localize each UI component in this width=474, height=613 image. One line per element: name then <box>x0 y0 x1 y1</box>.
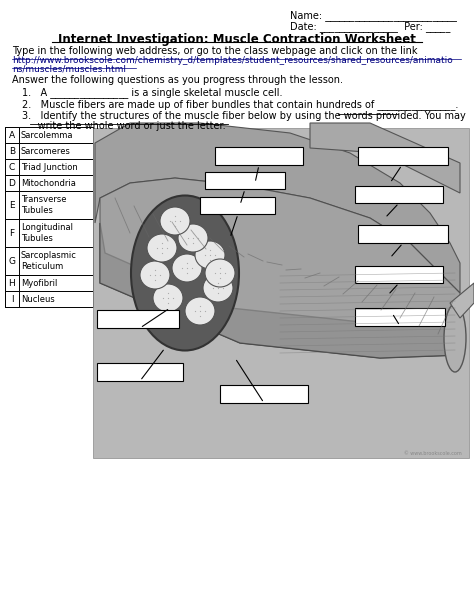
Text: E: E <box>9 200 15 210</box>
Bar <box>355 266 443 283</box>
Text: Myofibril: Myofibril <box>21 278 57 287</box>
Text: 1.   A ________________ is a single skeletal muscle cell.: 1. A ________________ is a single skelet… <box>22 87 283 98</box>
Ellipse shape <box>131 196 239 351</box>
Polygon shape <box>100 178 460 358</box>
Text: © www.brookscole.com: © www.brookscole.com <box>404 451 462 456</box>
Text: Transverse
Tubules: Transverse Tubules <box>21 195 66 215</box>
Text: I: I <box>11 294 13 303</box>
Ellipse shape <box>444 304 466 372</box>
Bar <box>5 247 93 275</box>
Bar <box>215 147 303 165</box>
Bar <box>97 310 179 328</box>
Text: 3.   Identify the structures of the muscle fiber below by using the words provid: 3. Identify the structures of the muscle… <box>22 111 466 121</box>
Text: write the whole word or just the letter.: write the whole word or just the letter. <box>22 121 226 131</box>
Text: Internet Investigation: Muscle Contraction Worksheet: Internet Investigation: Muscle Contracti… <box>58 33 416 46</box>
Bar <box>5 275 19 291</box>
Bar <box>5 291 93 307</box>
Bar <box>5 159 93 175</box>
Ellipse shape <box>205 259 235 287</box>
Bar <box>5 219 19 247</box>
Ellipse shape <box>185 297 215 325</box>
Text: C: C <box>9 162 15 172</box>
Text: D: D <box>9 178 16 188</box>
Text: Name: ___________________________: Name: ___________________________ <box>290 10 457 21</box>
Text: Sarcoplasmic
Reticulum: Sarcoplasmic Reticulum <box>21 251 77 271</box>
Ellipse shape <box>147 234 177 262</box>
Text: Date: ________________  Per: _____: Date: ________________ Per: _____ <box>290 21 450 32</box>
Bar <box>5 175 19 191</box>
Bar <box>5 127 93 143</box>
Bar <box>355 186 443 203</box>
Text: B: B <box>9 147 15 156</box>
Text: A: A <box>9 131 15 140</box>
Bar <box>5 159 19 175</box>
Text: http://www.brookscole.com/chemistry_d/templates/student_resources/shared_resourc: http://www.brookscole.com/chemistry_d/te… <box>12 56 453 65</box>
Text: 2.   Muscle fibers are made up of fiber bundles that contain hundreds of _______: 2. Muscle fibers are made up of fiber bu… <box>22 99 458 110</box>
Text: Longitudinal
Tubules: Longitudinal Tubules <box>21 223 73 243</box>
Polygon shape <box>95 123 460 293</box>
Bar <box>5 127 19 143</box>
Bar <box>5 191 93 219</box>
Bar <box>220 385 308 403</box>
Ellipse shape <box>160 207 190 235</box>
Bar <box>358 147 448 165</box>
Text: ns/muscles/muscles.html: ns/muscles/muscles.html <box>12 65 126 74</box>
Text: Triad Junction: Triad Junction <box>21 162 78 172</box>
Bar <box>97 363 183 381</box>
Ellipse shape <box>178 224 208 252</box>
Polygon shape <box>100 223 460 358</box>
Bar <box>358 225 448 243</box>
Polygon shape <box>310 123 460 193</box>
Bar <box>93 128 469 458</box>
Text: G: G <box>9 256 16 265</box>
Ellipse shape <box>195 241 225 269</box>
Ellipse shape <box>203 274 233 302</box>
Text: Sarcomeres: Sarcomeres <box>21 147 71 156</box>
Bar <box>5 291 19 307</box>
Bar <box>200 197 275 214</box>
Polygon shape <box>450 283 474 318</box>
Bar <box>5 143 93 159</box>
Ellipse shape <box>153 284 183 312</box>
Ellipse shape <box>140 261 170 289</box>
Bar <box>5 175 93 191</box>
Bar <box>5 275 93 291</box>
Bar <box>355 308 445 326</box>
Text: Sarcolemma: Sarcolemma <box>21 131 73 140</box>
Text: H: H <box>9 278 15 287</box>
Bar <box>5 219 93 247</box>
Ellipse shape <box>172 254 202 282</box>
Text: Answer the following questions as you progress through the lesson.: Answer the following questions as you pr… <box>12 75 343 85</box>
Bar <box>205 172 285 189</box>
Text: Nucleus: Nucleus <box>21 294 55 303</box>
Text: Type in the following web address, or go to the class webpage and click on the l: Type in the following web address, or go… <box>12 46 418 56</box>
Text: Mitochondria: Mitochondria <box>21 178 76 188</box>
Bar <box>5 143 19 159</box>
Bar <box>5 247 19 275</box>
Text: F: F <box>9 229 15 237</box>
Bar <box>5 191 19 219</box>
